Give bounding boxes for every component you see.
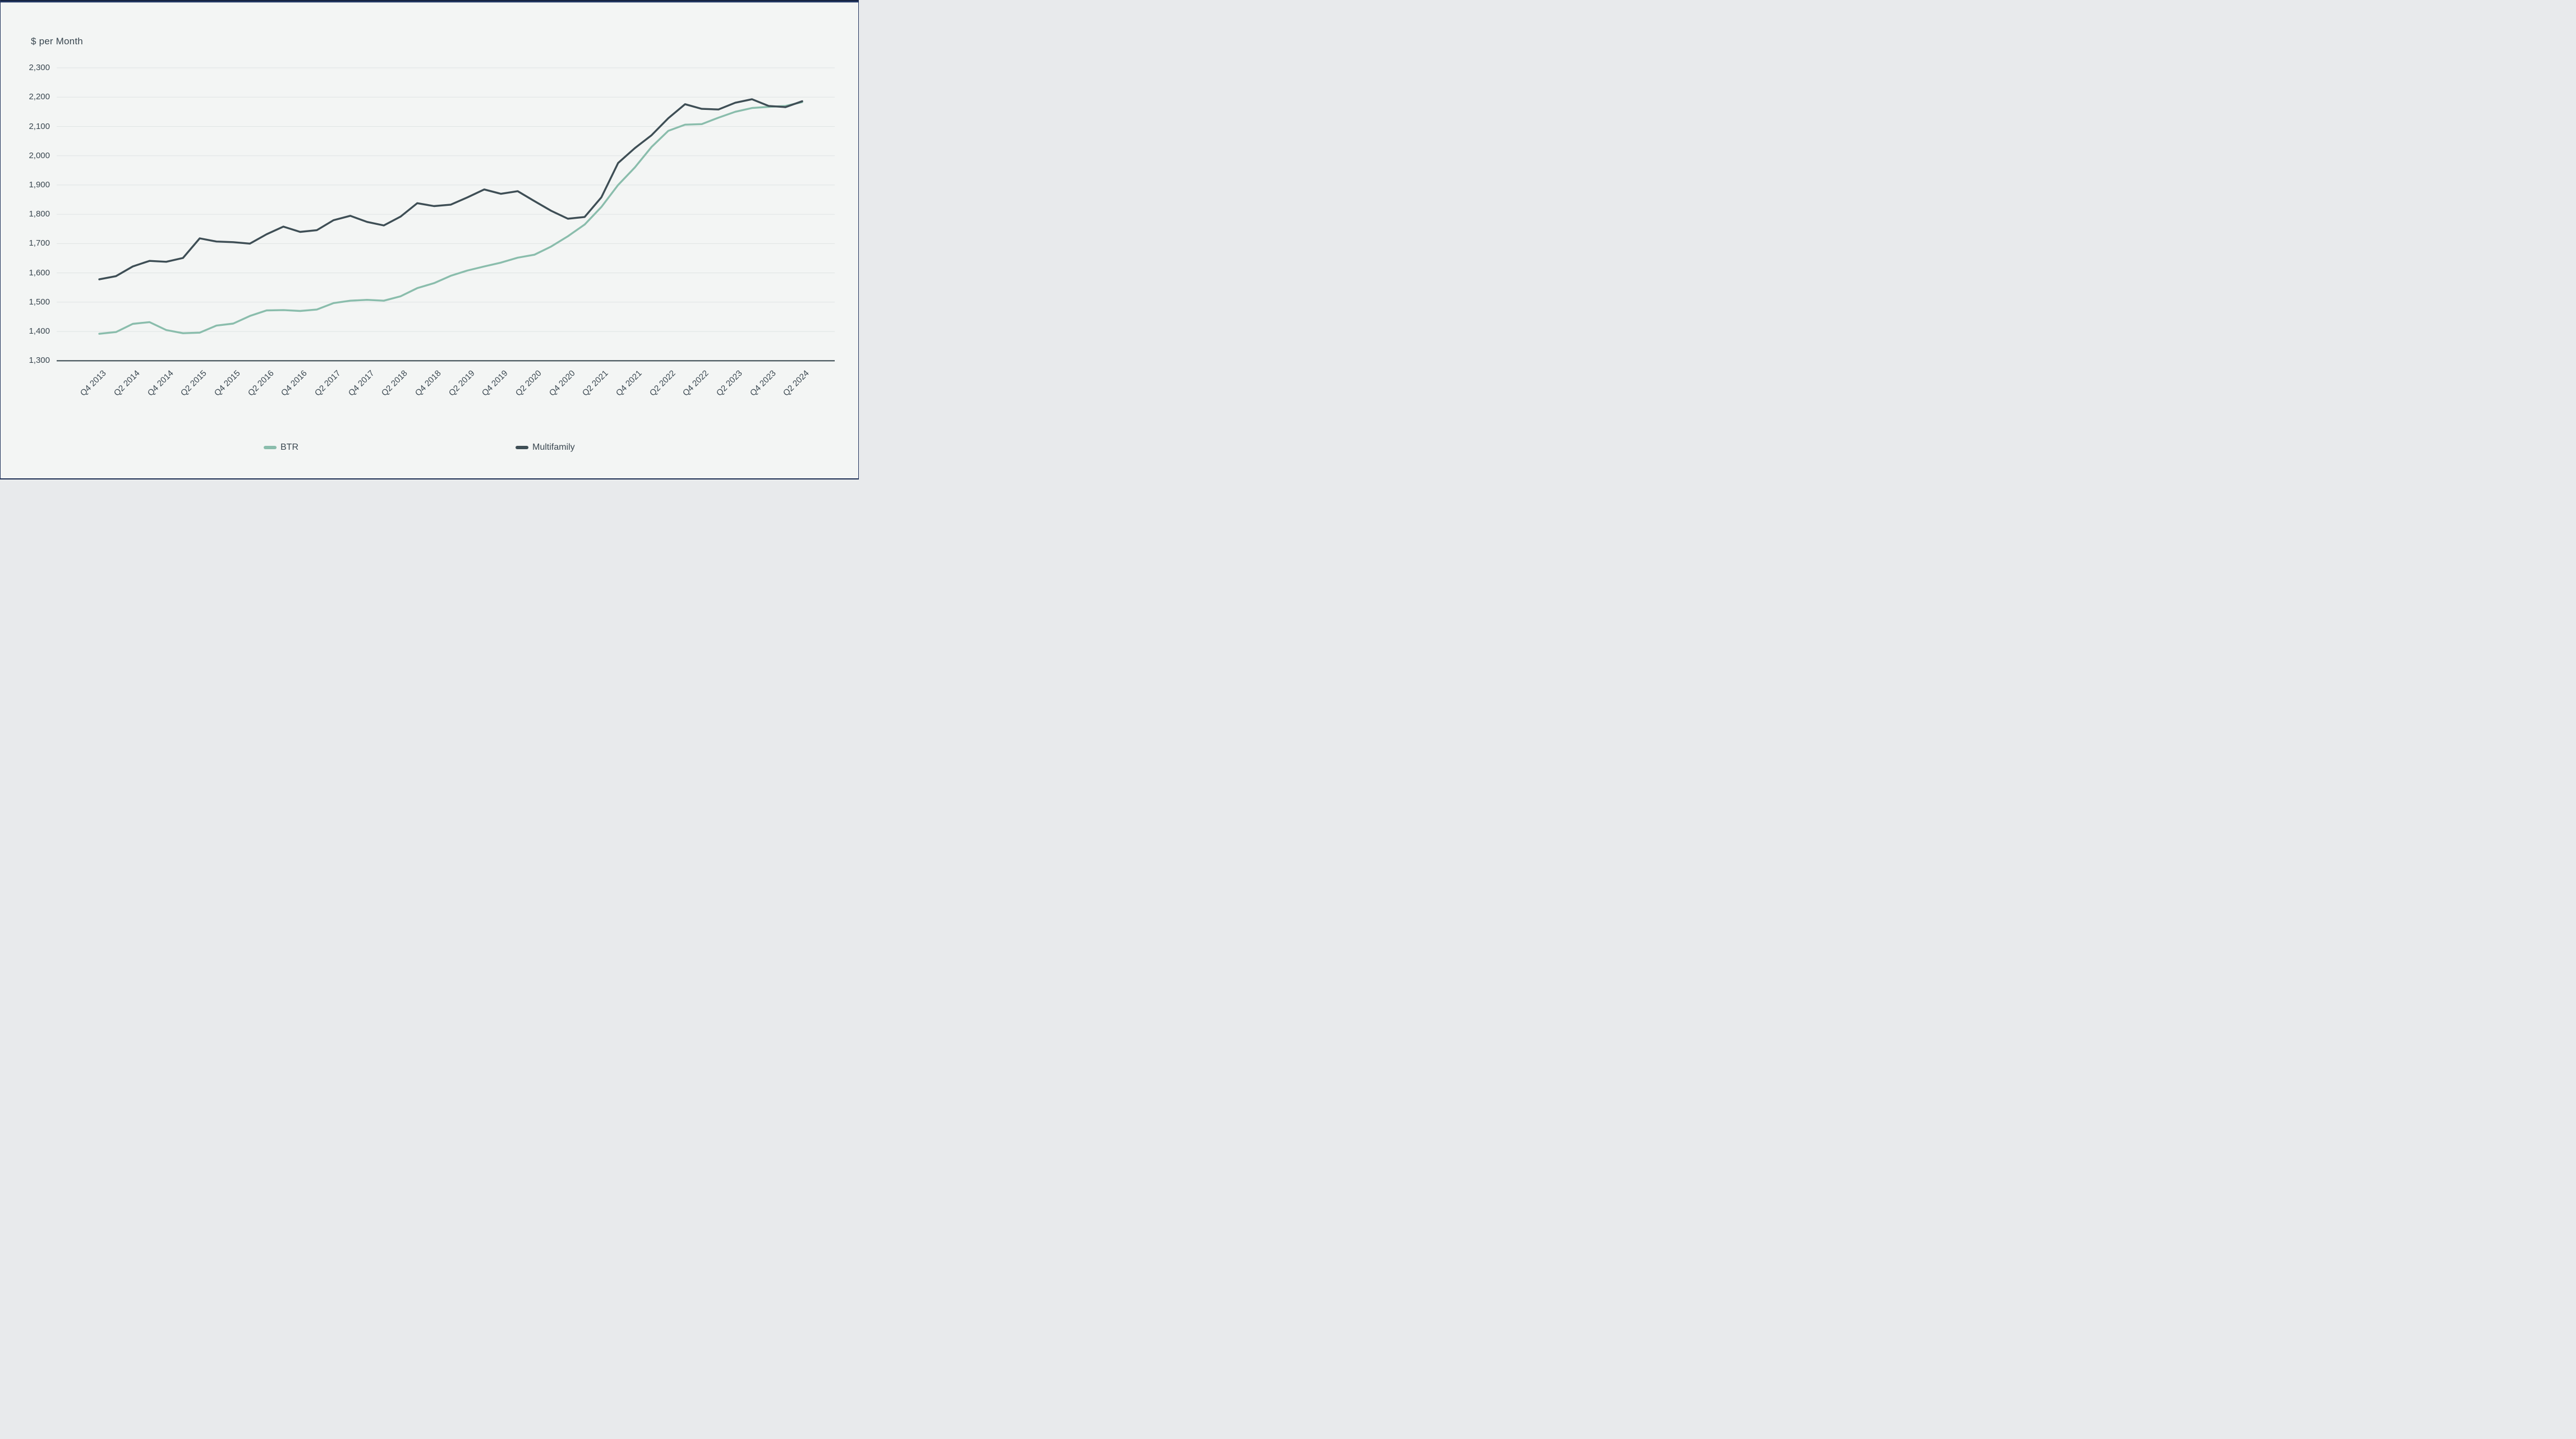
legend-item-btr[interactable]: BTR — [264, 442, 298, 453]
legend-label-multifamily: Multifamily — [532, 442, 575, 452]
y-tick-2,300: 2,300 — [29, 63, 50, 72]
chart-legend: BTR Multifamily — [1, 3, 858, 478]
multifamily-swatch-icon — [516, 446, 528, 449]
series-line-multifamily[interactable] — [98, 98, 803, 280]
y-tick-1,400: 1,400 — [29, 326, 50, 336]
y-tick-1,300: 1,300 — [29, 356, 50, 366]
y-tick-2,200: 2,200 — [29, 92, 50, 102]
y-tick-2,000: 2,000 — [29, 150, 50, 160]
y-tick-1,600: 1,600 — [29, 267, 50, 278]
rent-line-chart: $ per Month 2,300 2,200 2,100 2,000 1,900 1,8… — [1, 3, 858, 478]
y-axis-title: $ per Month — [31, 36, 83, 47]
y-tick-1,500: 1,500 — [29, 297, 50, 307]
btr-swatch-icon — [264, 446, 277, 449]
y-tick-1,700: 1,700 — [29, 238, 50, 248]
legend-item-multifamily[interactable]: Multifamily — [516, 442, 575, 453]
browser-window: $ per Month 2,300 2,200 2,100 2,000 1,900 1,8… — [0, 0, 859, 479]
y-tick-1,800: 1,800 — [29, 209, 50, 219]
y-tick-1,900: 1,900 — [29, 179, 50, 190]
series-line-btr[interactable] — [98, 101, 803, 335]
legend-label-btr: BTR — [280, 442, 298, 452]
y-tick-2,100: 2,100 — [29, 121, 50, 131]
plot-area — [57, 67, 835, 362]
window-top-bar — [1, 0, 858, 3]
